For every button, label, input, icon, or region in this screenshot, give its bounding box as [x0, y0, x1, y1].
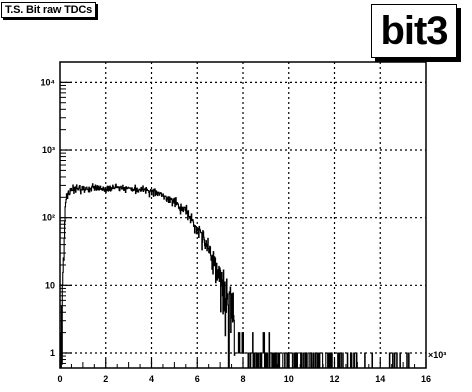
y-tick-label: 10 — [45, 280, 55, 290]
histogram-title: T.S. Bit raw TDCs — [1, 2, 97, 18]
x-tick-label: 6 — [195, 374, 200, 384]
x-multiplier-label: ×10³ — [428, 350, 446, 360]
histogram-name-box: bit3 — [371, 4, 457, 58]
y-tick-label: 10³ — [42, 145, 55, 155]
x-tick-label: 10 — [284, 374, 294, 384]
x-tick-label: 12 — [329, 374, 339, 384]
histogram-series — [59, 183, 426, 369]
x-tick-label: 0 — [57, 374, 62, 384]
x-tick-label: 14 — [375, 374, 385, 384]
y-tick-label: 10⁴ — [41, 77, 55, 87]
x-tick-label: 4 — [149, 374, 154, 384]
y-tick-label: 1 — [50, 348, 55, 358]
x-tick-label: 8 — [240, 374, 245, 384]
y-tick-label: 10² — [42, 213, 55, 223]
x-tick-label: 2 — [103, 374, 108, 384]
x-tick-label: 16 — [421, 374, 431, 384]
